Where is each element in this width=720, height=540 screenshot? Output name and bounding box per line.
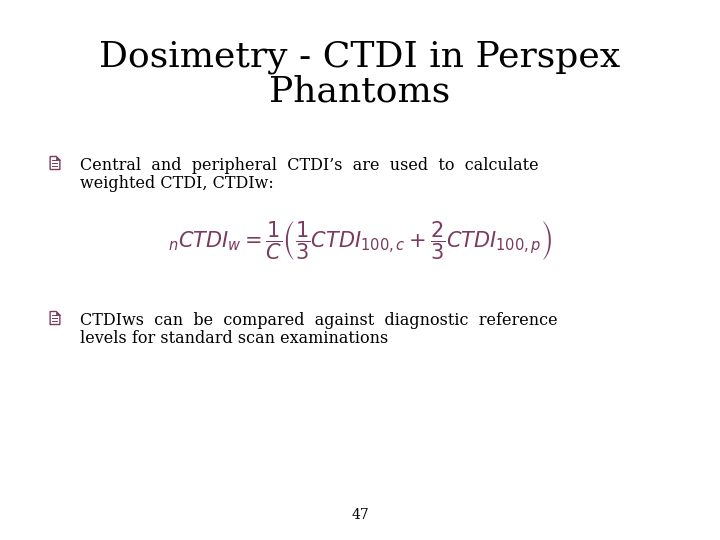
Polygon shape	[50, 157, 60, 170]
Polygon shape	[56, 312, 60, 315]
Text: Phantoms: Phantoms	[269, 74, 451, 108]
Text: weighted CTDI, CTDIw:: weighted CTDI, CTDIw:	[80, 175, 274, 192]
Polygon shape	[56, 157, 60, 160]
Text: Dosimetry - CTDI in Perspex: Dosimetry - CTDI in Perspex	[99, 40, 621, 74]
Text: Central  and  peripheral  CTDI’s  are  used  to  calculate: Central and peripheral CTDI’s are used t…	[80, 157, 539, 174]
Text: levels for standard scan examinations: levels for standard scan examinations	[80, 330, 388, 347]
Text: $\mathit{_nCTDI_w} = \dfrac{1}{C}\left(\dfrac{1}{3}\mathit{CTDI}_{100,c} + \dfra: $\mathit{_nCTDI_w} = \dfrac{1}{C}\left(\…	[168, 219, 552, 261]
Polygon shape	[50, 312, 60, 325]
Text: 47: 47	[351, 508, 369, 522]
Text: CTDIws  can  be  compared  against  diagnostic  reference: CTDIws can be compared against diagnosti…	[80, 312, 557, 329]
